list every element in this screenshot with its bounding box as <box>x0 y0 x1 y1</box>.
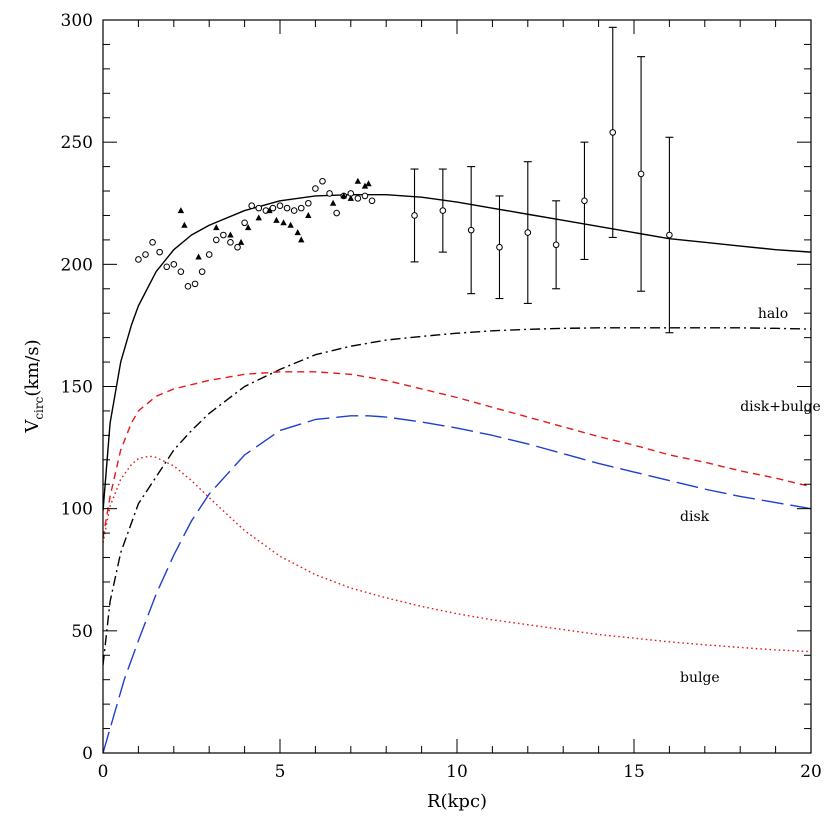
y-axis-title-main: V <box>22 419 43 434</box>
plot-frame <box>102 19 812 754</box>
open-circle-point <box>220 231 227 239</box>
error-point <box>467 226 475 234</box>
series-labels: halo disk+bulge disk bulge <box>680 306 821 686</box>
filled-triangle-point <box>305 211 312 218</box>
error-point <box>524 229 532 236</box>
open-circle-point <box>368 197 376 205</box>
x-tick-label: 20 <box>800 762 822 782</box>
filled-triangle-point <box>255 214 262 221</box>
open-circle-point <box>212 236 220 244</box>
open-circle-point <box>227 239 234 246</box>
open-circle-point <box>255 204 263 212</box>
open-circle-point <box>156 248 163 256</box>
y-tick-label: 250 <box>61 133 93 153</box>
total-curve <box>103 193 811 512</box>
open-circle-point <box>142 251 149 258</box>
disk-bulge-curve <box>103 371 811 539</box>
y-tick-label: 150 <box>61 378 93 398</box>
filled-triangle-point <box>273 216 280 223</box>
open-circle-point <box>354 195 362 202</box>
y-tick-label: 50 <box>71 622 93 642</box>
y-tick-label: 100 <box>61 500 93 520</box>
error-point <box>552 241 560 249</box>
x-tick-label: 5 <box>275 762 286 782</box>
bulge-curve <box>103 455 811 653</box>
error-point <box>666 231 673 239</box>
open-circle-point <box>269 204 277 212</box>
open-circle-point <box>135 256 142 263</box>
filled-triangle-point <box>354 177 362 184</box>
error-point <box>496 243 503 251</box>
filled-triangle-point <box>329 199 337 206</box>
filled-triangle-point <box>266 207 273 214</box>
filled-triangle-point <box>177 207 185 214</box>
open-circle-point <box>177 268 185 275</box>
filled-triangle-point <box>347 194 354 201</box>
series-label: disk <box>680 509 710 525</box>
error-point <box>411 212 418 219</box>
open-circle-point <box>297 204 305 212</box>
series-label: halo <box>758 306 788 322</box>
axis-ticks <box>102 19 812 754</box>
filled-triangle-point <box>280 219 287 226</box>
filled-triangle-point <box>195 253 202 260</box>
filled-triangle-point <box>237 238 245 245</box>
open-circle-point <box>361 192 369 200</box>
error-point <box>581 197 588 205</box>
error-point <box>637 170 645 178</box>
filled-triangle-point <box>227 231 234 238</box>
data-points <box>135 26 674 334</box>
open-circle-point <box>276 202 284 209</box>
filled-triangle-point <box>213 224 220 231</box>
open-circle-point <box>333 209 340 217</box>
open-circle-point <box>234 243 241 251</box>
open-circle-point <box>312 185 319 192</box>
open-circle-point <box>241 219 248 227</box>
filled-triangle-point <box>340 192 347 199</box>
y-tick-label: 300 <box>61 11 93 31</box>
open-circle-point <box>184 283 192 290</box>
open-circle-point <box>248 202 255 209</box>
y-axis-title-unit: (km/s) <box>22 339 43 396</box>
open-circle-point <box>149 239 156 246</box>
series-label: bulge <box>680 670 720 686</box>
y-tick-label: 0 <box>82 744 93 764</box>
open-circle-point <box>326 190 333 197</box>
filled-triangle-point <box>294 229 301 236</box>
series-label: disk+bulge <box>740 399 821 415</box>
open-circle-point <box>290 207 298 214</box>
open-circle-point <box>305 199 312 207</box>
x-tick-label: 0 <box>98 762 109 782</box>
open-circle-point <box>319 177 326 185</box>
open-circle-point <box>283 204 291 212</box>
filled-triangle-point <box>361 182 369 189</box>
open-circle-point <box>163 263 171 271</box>
x-tick-label: 15 <box>623 762 645 782</box>
filled-triangle-point <box>287 221 294 228</box>
open-circle-point <box>191 280 199 288</box>
x-axis-title: R(kpc) <box>427 791 487 812</box>
open-circle-point <box>198 268 206 275</box>
x-tick-label: 10 <box>446 762 468 782</box>
filled-triangle-point <box>181 221 188 228</box>
open-circle-point <box>205 251 213 258</box>
halo-curve <box>103 327 811 666</box>
error-point <box>609 129 617 136</box>
y-tick-label: 200 <box>61 255 93 275</box>
error-point <box>439 207 447 214</box>
filled-triangle-point <box>244 224 252 231</box>
y-axis-title: Vcirc(km/s) <box>22 339 46 433</box>
open-circle-point <box>170 261 178 268</box>
disk-curve <box>103 415 811 753</box>
filled-triangle-point <box>365 180 372 187</box>
y-axis-title-sub: circ <box>32 396 46 419</box>
model-curves <box>103 193 811 753</box>
filled-triangle-point <box>298 236 305 243</box>
